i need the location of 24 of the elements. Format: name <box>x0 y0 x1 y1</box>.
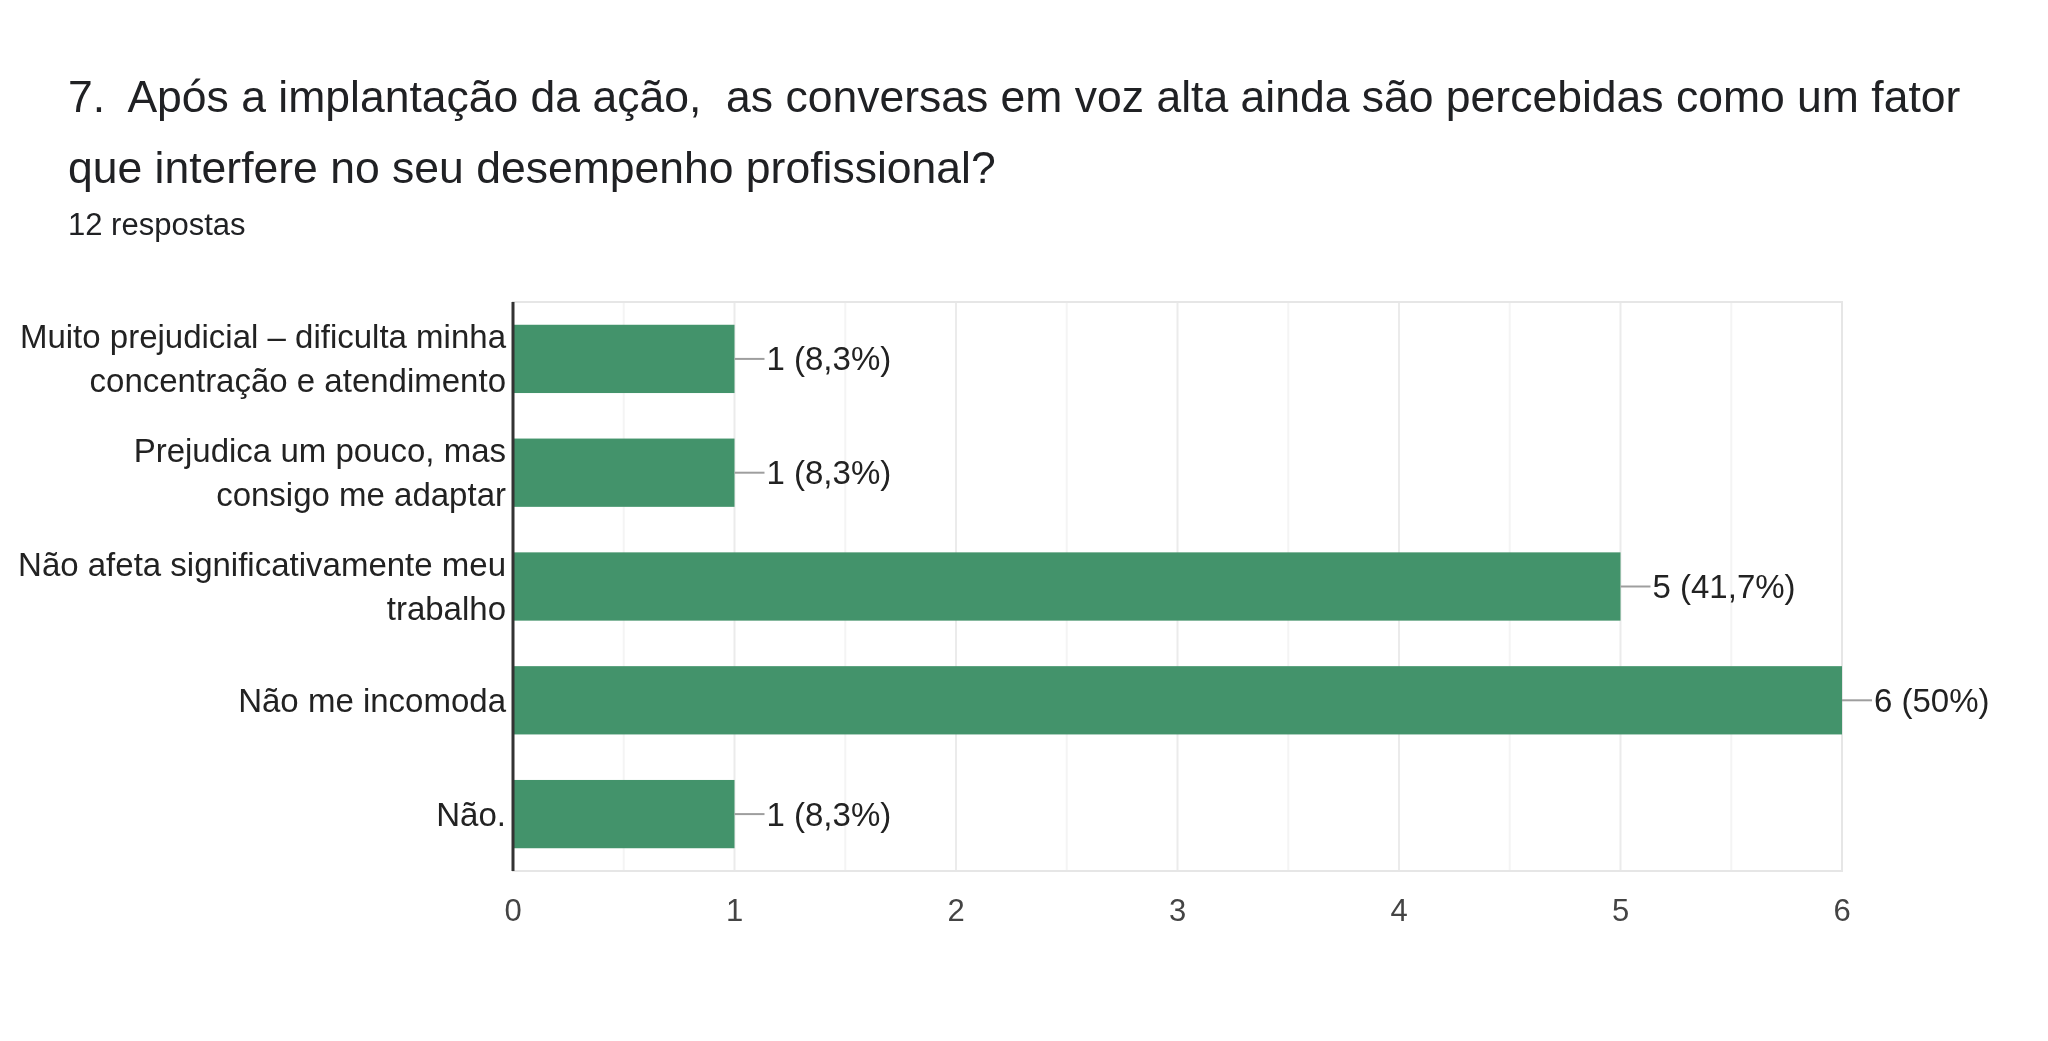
y-tick-label: Muito prejudicial – dificulta minha concentração e atendimento <box>19 318 507 400</box>
x-tick-label: 6 <box>1833 893 1851 928</box>
y-tick-label: Não afeta significativamente meu trabalho <box>18 546 506 628</box>
text: 12 respostas <box>68 207 246 242</box>
x-tick-label: 0 <box>504 893 522 928</box>
x-tick-label: 5 <box>1611 893 1630 928</box>
bar <box>513 438 735 507</box>
data-label: 5 (41,7%) <box>1652 568 1796 606</box>
y-tick-label: Não me incomoda <box>238 681 507 719</box>
x-tick-label: 1 <box>725 893 744 928</box>
data-label: 6 (50%) <box>1874 681 1990 719</box>
data-label: 1 (8,3%) <box>766 795 892 833</box>
y-tick-label: Prejudica um pouco, mas consigo me adaptar <box>133 432 506 514</box>
data-label: 1 (8,3%) <box>766 454 892 492</box>
data-label: 1 (8,3%) <box>766 340 892 378</box>
y-tick-label: Não. <box>436 795 506 833</box>
x-tick-label: 3 <box>1168 893 1187 928</box>
bar <box>513 779 735 849</box>
x-tick-label: 2 <box>947 893 965 928</box>
bar <box>513 324 735 394</box>
chart-title: 7. Após a implantação da ação, as conversas em voz alta ainda são percebidas como um fator que interfere no seu desempenho profissional? <box>68 72 1961 192</box>
x-tick-label: 4 <box>1390 893 1408 928</box>
bar <box>513 552 1621 621</box>
bar <box>513 666 1842 735</box>
